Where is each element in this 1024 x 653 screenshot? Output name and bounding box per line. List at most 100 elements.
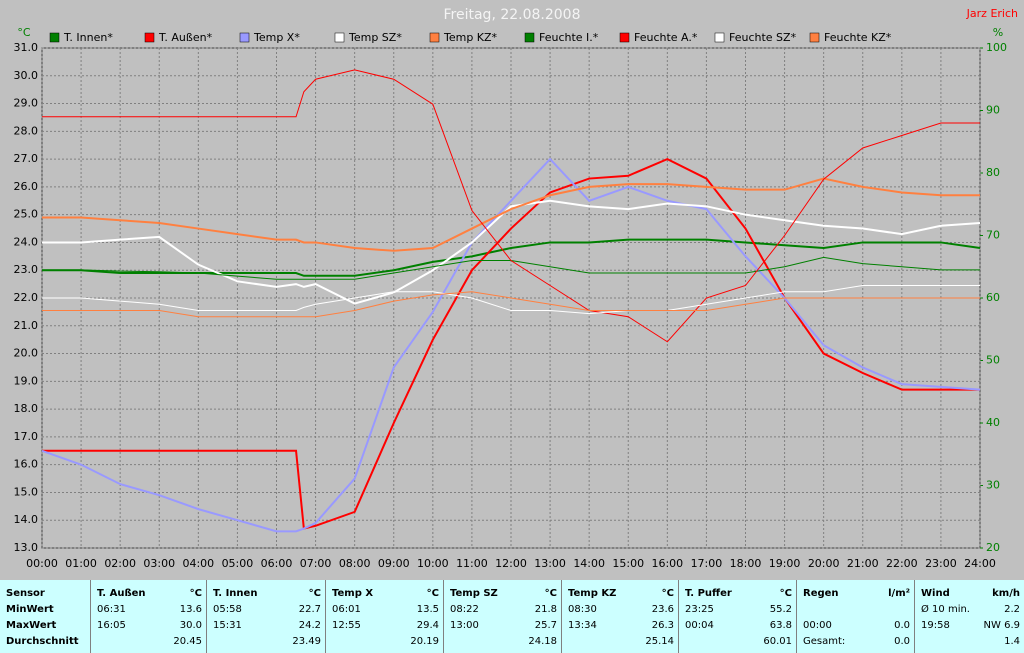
y-tick-label: 25.0 (14, 208, 39, 221)
x-tick-label: 09:00 (378, 557, 410, 570)
column-header: Temp SZ (450, 588, 498, 599)
legend-swatch (144, 32, 155, 43)
x-tick-label: 06:00 (261, 557, 293, 570)
x-tick-label: 03:00 (143, 557, 175, 570)
y-tick-label: 29.0 (14, 97, 39, 110)
cell-value: 1.4 (1004, 636, 1020, 647)
y2-tick-label: 30 (986, 479, 1000, 492)
x-tick-label: 10:00 (417, 557, 449, 570)
x-tick-label: 05:00 (222, 557, 254, 570)
x-tick-label: 02:00 (104, 557, 136, 570)
series-line (42, 291, 980, 318)
x-tick-label: 11:00 (456, 557, 488, 570)
y2-tick-label: 100 (986, 41, 1007, 54)
x-tick-label: 14:00 (573, 557, 605, 570)
y-tick-label: 20.0 (14, 347, 39, 360)
cell-value: 21.8 (534, 604, 557, 615)
cell-value: 20.45 (173, 636, 202, 647)
row-label: MinWert (6, 604, 54, 615)
cell-value: NW 6.9 (983, 620, 1020, 631)
y-tick-label: 19.0 (14, 374, 39, 387)
cell-value: 22.7 (298, 604, 321, 615)
legend-label: Temp SZ* (348, 31, 402, 44)
series-line (42, 238, 981, 277)
column-unit: °C (426, 588, 439, 599)
y-tick-label: 31.0 (14, 41, 39, 54)
y-tick-label: 17.0 (14, 430, 39, 443)
table-column: T. Außen °C 06:31 13.6 16:05 30.0 20.45 (90, 580, 206, 653)
legend-label: T. Innen* (63, 31, 113, 44)
cell-value: 0.0 (894, 620, 910, 631)
table-column: T. Innen °C 05:58 22.7 15:31 24.2 23.49 (206, 580, 325, 653)
series-line (42, 256, 980, 280)
cell-time: 05:58 (213, 604, 242, 615)
cell-time: 16:05 (97, 620, 126, 631)
cell-value: 13.6 (179, 604, 202, 615)
legend-swatch (239, 32, 250, 43)
legend-label: Feuchte I.* (539, 31, 599, 44)
column-unit: l/m² (888, 588, 910, 599)
y-tick-label: 24.0 (14, 235, 39, 248)
x-tick-label: 08:00 (339, 557, 371, 570)
column-header: Temp X (332, 588, 374, 599)
cell-value: 13.5 (416, 604, 439, 615)
y-tick-label: 21.0 (14, 319, 39, 332)
y2-tick-label: 20 (986, 541, 1000, 554)
column-unit: km/h (992, 588, 1020, 599)
cell-value: 25.7 (534, 620, 557, 631)
cell-time: 06:01 (332, 604, 361, 615)
y-tick-label: 18.0 (14, 402, 39, 415)
y-tick-label: 16.0 (14, 458, 39, 471)
cell-value: 30.0 (179, 620, 202, 631)
y2-tick-label: 70 (986, 229, 1000, 242)
x-tick-label: 24:00 (964, 557, 996, 570)
chart: Freitag, 22.08.2008 Jarz Erich °C % 13.0… (14, 7, 1019, 570)
column-header: Regen (803, 588, 839, 599)
cell-value: 23.49 (292, 636, 321, 647)
x-tick-label: 01:00 (65, 557, 97, 570)
cell-value: 24.18 (528, 636, 557, 647)
x-tick-label: 17:00 (691, 557, 723, 570)
column-unit: °C (544, 588, 557, 599)
y2-tick-label: 50 (986, 354, 1000, 367)
cell-value: 55.2 (769, 604, 792, 615)
cell-time: 00:04 (685, 620, 714, 631)
column-unit: °C (661, 588, 674, 599)
legend-label: Temp KZ* (443, 31, 498, 44)
y2-unit: % (993, 26, 1003, 39)
cell-value: 0.0 (894, 636, 910, 647)
legend-label: Temp X* (253, 31, 300, 44)
cell-value: 29.4 (416, 620, 439, 631)
y-tick-label: 28.0 (14, 124, 39, 137)
series-line (42, 285, 980, 315)
cell-value: 60.01 (763, 636, 792, 647)
x-tick-label: 18:00 (730, 557, 762, 570)
table-column: Temp SZ °C 08:22 21.8 13:00 25.7 24.18 (443, 580, 561, 653)
x-tick-label: 12:00 (495, 557, 527, 570)
cell-time: 19:58 (921, 620, 950, 631)
y-tick-label: 22.0 (14, 291, 39, 304)
table-column: Wind km/h Ø 10 min. 2.2 19:58 NW 6.9 1.4 (914, 580, 1024, 653)
cell-time: Ø 10 min. (921, 604, 970, 615)
cell-time: 08:22 (450, 604, 479, 615)
y-tick-label: 23.0 (14, 263, 39, 276)
legend-label: Feuchte KZ* (824, 31, 892, 44)
cell-value: 24.2 (298, 620, 321, 631)
legend-label: Feuchte SZ* (729, 31, 797, 44)
cell-time: 08:30 (568, 604, 597, 615)
column-header: T. Außen (97, 588, 146, 599)
legend-label: T. Außen* (158, 31, 213, 44)
table-column: Regen l/m² 00:00 0.0 Gesamt: 0.0 (796, 580, 914, 653)
column-header: Wind (921, 588, 950, 599)
y-tick-label: 27.0 (14, 152, 39, 165)
cell-time: 12:55 (332, 620, 361, 631)
x-tick-label: 13:00 (534, 557, 566, 570)
column-header: T. Puffer (685, 588, 732, 599)
column-unit: °C (779, 588, 792, 599)
legend-swatch (619, 32, 630, 43)
cell-time: 13:00 (450, 620, 479, 631)
cell-time: 00:00 (803, 620, 832, 631)
table-column: Sensor MinWert MaxWert Durchschnitt (0, 580, 90, 653)
x-tick-label: 00:00 (26, 557, 58, 570)
